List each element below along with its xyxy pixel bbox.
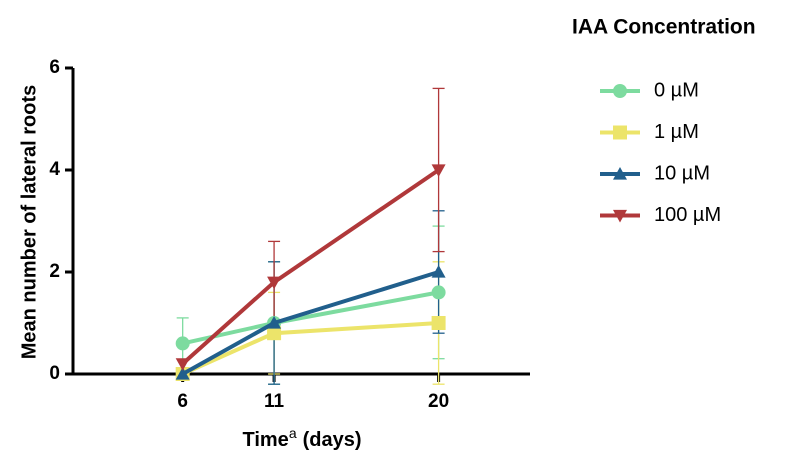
- x-axis-title-suffix: (days): [303, 429, 362, 451]
- x-axis-title: Timea (days): [242, 425, 361, 452]
- marker: [267, 316, 282, 329]
- marker: [175, 367, 190, 380]
- x-tick-label: 20: [428, 391, 449, 412]
- y-tick-label: 0: [49, 363, 60, 384]
- marker: [613, 209, 627, 223]
- marker: [175, 358, 190, 371]
- marker: [431, 285, 446, 300]
- marker: [175, 336, 190, 351]
- y-tick-label: 2: [49, 261, 60, 282]
- legend-label: 1 µM: [654, 121, 699, 143]
- y-tick-label: 4: [49, 159, 60, 180]
- legend-label: 0 µM: [654, 79, 699, 101]
- x-axis-title-main: Time: [242, 429, 288, 451]
- marker: [267, 326, 282, 341]
- series-line: [182, 290, 439, 346]
- legend-label: 10 µM: [654, 162, 710, 184]
- marker: [613, 167, 627, 180]
- legend-title: IAA Concentration: [572, 16, 756, 39]
- marker: [431, 164, 446, 177]
- x-tick-label: 6: [177, 391, 188, 412]
- marker: [431, 265, 446, 278]
- x-axis-title-sup: a: [289, 425, 297, 441]
- y-axis-title: Mean number of lateral roots: [18, 85, 40, 360]
- marker: [431, 316, 446, 330]
- x-tick-label: 11: [264, 391, 285, 412]
- marker: [267, 276, 282, 290]
- marker: [613, 84, 627, 98]
- marker: [613, 125, 627, 140]
- legend-label: 100 µM: [654, 204, 721, 226]
- y-tick-label: 6: [49, 57, 60, 78]
